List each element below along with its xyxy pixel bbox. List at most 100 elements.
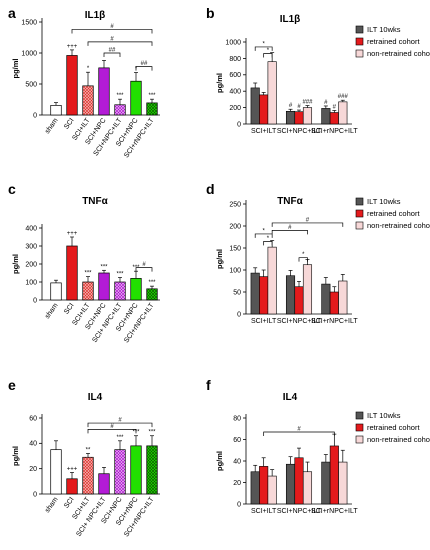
legend-swatch <box>355 411 364 420</box>
panel-label: b <box>206 5 215 21</box>
bracket-label: # <box>110 24 114 30</box>
bar <box>130 445 142 495</box>
legend-swatch <box>355 37 364 46</box>
x-tick-label: SCI <box>63 496 75 510</box>
panel-title: IL1β <box>85 10 106 21</box>
x-tick-label: SCI+NPC+ILT <box>277 508 322 515</box>
bracket-label: # <box>110 36 114 42</box>
bar <box>267 475 277 505</box>
legend-label: retrained cohort <box>367 209 420 218</box>
bar <box>338 280 348 315</box>
bar <box>146 288 158 301</box>
bar <box>66 478 78 495</box>
comparison-bracket <box>254 233 273 238</box>
comparison-bracket <box>254 46 273 51</box>
y-axis-label: pg/ml <box>11 446 20 466</box>
bar <box>294 111 304 125</box>
x-tick-label: SCI+ILT <box>251 508 277 515</box>
panel-label: f <box>206 377 211 393</box>
panel-title: IL4 <box>88 392 103 403</box>
y-axis-label: pg/ml <box>11 59 20 79</box>
y-tick-label: 400 <box>25 225 37 232</box>
bar <box>329 112 339 125</box>
comparison-bracket <box>87 429 137 434</box>
bracket-label: ## <box>109 48 116 54</box>
legend-swatch <box>355 49 364 58</box>
bar <box>82 281 94 301</box>
bar <box>302 264 313 315</box>
bar <box>267 246 277 315</box>
y-tick-label: 400 <box>229 89 241 96</box>
legend-swatch <box>355 197 364 206</box>
x-tick-label: SCI+rNPC+ILT <box>123 117 156 160</box>
comparison-bracket <box>271 222 344 227</box>
legend-swatch <box>355 435 364 444</box>
y-tick-label: 1000 <box>225 39 241 46</box>
comparison-bracket <box>263 53 273 58</box>
y-tick-label: 0 <box>33 491 37 498</box>
x-tick-label: sham <box>44 117 60 135</box>
y-tick-label: 40 <box>233 458 241 465</box>
y-tick-label: 20 <box>29 466 37 473</box>
legend-swatch <box>355 423 364 432</box>
comparison-bracket <box>135 267 153 272</box>
bracket-label: # <box>288 225 292 231</box>
significance-mark: *** <box>116 272 124 278</box>
bar <box>82 456 94 495</box>
bar <box>50 449 62 495</box>
bar <box>98 272 110 301</box>
significance-mark: *** <box>116 93 124 99</box>
bar <box>130 278 142 301</box>
y-axis-label: pg/ml <box>215 249 224 269</box>
bar <box>250 471 260 505</box>
bar <box>114 449 126 495</box>
comparison-bracket <box>103 52 121 57</box>
bracket-label: * <box>262 41 265 47</box>
comparison-bracket <box>263 431 335 436</box>
significance-mark: *** <box>116 435 124 441</box>
y-tick-label: 50 <box>233 289 241 296</box>
y-tick-label: 250 <box>229 201 241 208</box>
panel-title: TNFα <box>277 196 303 207</box>
y-tick-label: 600 <box>229 72 241 79</box>
significance-mark: # <box>297 104 301 110</box>
bracket-label: # <box>142 262 146 268</box>
y-tick-label: 150 <box>229 245 241 252</box>
legend-swatch <box>355 25 364 34</box>
bracket-label: # <box>297 426 301 432</box>
significance-mark: +++ <box>67 231 78 237</box>
bar <box>146 445 158 495</box>
y-tick-label: 100 <box>229 267 241 274</box>
bracket-label: * <box>267 48 270 54</box>
comparison-bracket <box>135 66 153 71</box>
comparison-bracket <box>298 257 308 262</box>
bar <box>146 102 158 116</box>
bracket-label: # <box>118 418 122 424</box>
bar <box>130 80 142 116</box>
legend-label: ILT 10wks <box>367 411 401 420</box>
significance-mark: # <box>324 100 328 106</box>
y-tick-label: 40 <box>29 441 37 448</box>
y-tick-label: 200 <box>25 261 37 268</box>
y-tick-label: 60 <box>29 415 37 422</box>
y-tick-label: 60 <box>233 437 241 444</box>
bar <box>285 463 296 505</box>
x-tick-label: SCI+NPC+ILT <box>277 128 322 135</box>
x-tick-label: sham <box>44 302 60 320</box>
legend-label: non-retrained cohort <box>367 221 430 230</box>
bar <box>267 61 277 125</box>
x-tick-label: SCI+NPC+ILT <box>277 318 322 325</box>
panel-title: IL4 <box>283 392 298 403</box>
comparison-bracket <box>263 241 273 246</box>
bar <box>82 85 94 116</box>
bar <box>321 108 331 125</box>
bar <box>285 275 296 315</box>
bar <box>329 291 339 315</box>
y-tick-label: 80 <box>233 415 241 422</box>
bar <box>259 276 269 315</box>
x-tick-label: SCI+rNPC+ILT <box>311 128 358 135</box>
panel-label: a <box>8 5 16 21</box>
bar <box>321 461 331 505</box>
significance-mark: # <box>289 103 293 109</box>
